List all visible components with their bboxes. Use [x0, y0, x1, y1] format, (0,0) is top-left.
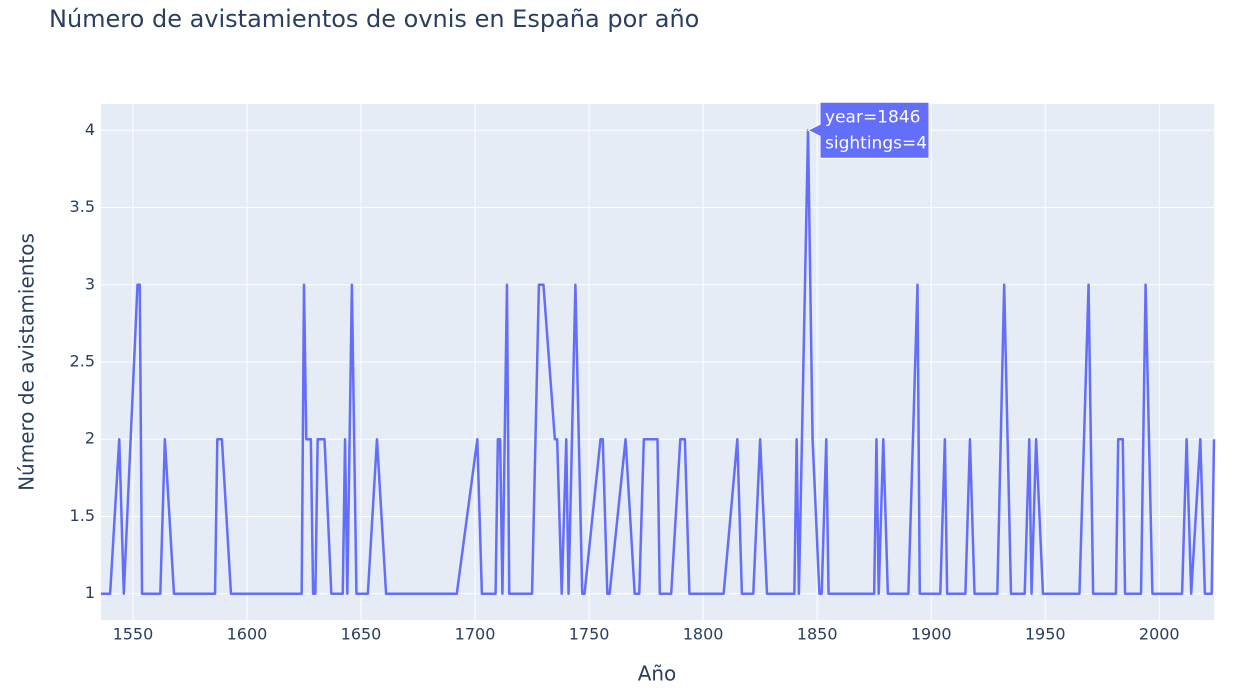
y-tick-label: 4 [85, 120, 95, 139]
x-axis-title: Año [638, 662, 677, 686]
y-tick-label: 2 [85, 429, 95, 448]
y-tick-label: 1.5 [70, 506, 95, 525]
hover-box [806, 101, 930, 159]
x-tick-label: 1700 [455, 625, 496, 644]
y-tick-label: 3 [85, 274, 95, 293]
x-tick-label: 1550 [113, 625, 154, 644]
hover-text: sightings=4 [825, 133, 927, 153]
hover-text: year=1846 [825, 107, 920, 127]
x-tick-label: 1950 [1025, 625, 1066, 644]
x-tick-label: 1650 [341, 625, 382, 644]
x-tick-label: 1600 [227, 625, 268, 644]
y-tick-label: 1 [85, 583, 95, 602]
y-tick-label: 3.5 [70, 197, 95, 216]
x-tick-label: 1850 [797, 625, 838, 644]
x-tick-label: 1800 [683, 625, 724, 644]
x-tick-label: 2000 [1139, 625, 1180, 644]
data-line [101, 129, 1216, 595]
chart-title: Número de avistamientos de ovnis en Espa… [49, 5, 699, 33]
y-tick-label: 2.5 [70, 352, 95, 371]
y-axis-title: Número de avistamientos [15, 233, 39, 491]
x-tick-label: 1750 [569, 625, 610, 644]
x-tick-label: 1900 [911, 625, 952, 644]
